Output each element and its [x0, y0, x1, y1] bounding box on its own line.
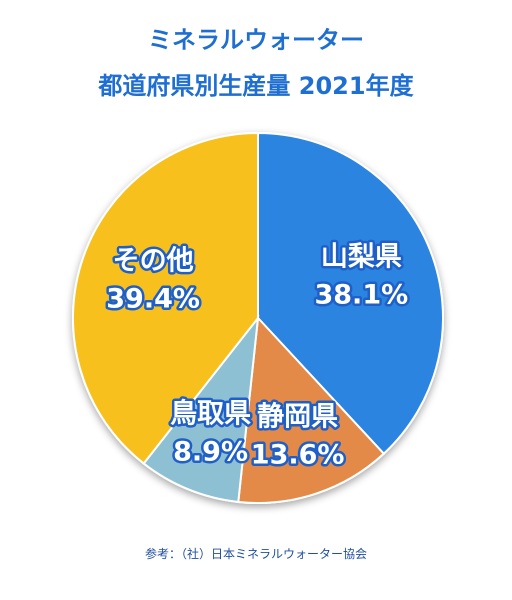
slice-label: その他: [113, 246, 194, 277]
labels: 山梨県 38.1% 静岡県 13.6%鳥取県 8.9% その他 39.4%: [104, 239, 411, 473]
value-label: 8.9%: [173, 437, 248, 468]
source: 参考：（社）日本ミネラルウォーター協会: [145, 546, 367, 561]
slice-label: 鳥取県: [170, 399, 251, 430]
slice: [142, 314, 260, 504]
pie: [72, 131, 444, 504]
slice-label: 山梨県: [321, 241, 402, 272]
chart-title: ミネラルウォーター: [148, 26, 364, 54]
slice: [257, 131, 444, 456]
value-label: 38.1%: [314, 279, 408, 310]
chart-subtitle: 都道府県別生産量 2021年度: [97, 72, 414, 100]
slice: [237, 315, 386, 504]
slice-label: 静岡県: [257, 401, 338, 432]
value-label: 13.6%: [251, 439, 345, 470]
slice: [72, 131, 259, 465]
value-label: 39.4%: [106, 284, 200, 315]
